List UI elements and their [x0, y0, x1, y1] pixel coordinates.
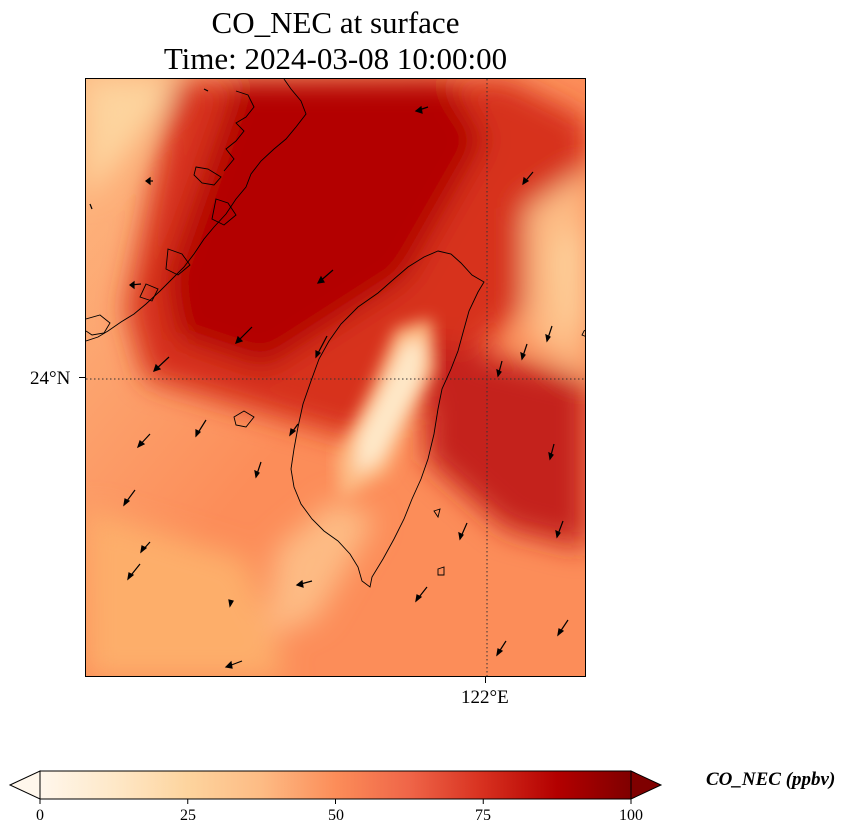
- lon-tick-label: 122°E: [461, 687, 509, 708]
- lat-tick-label: 24°N: [30, 368, 71, 389]
- co-plume-field: [86, 79, 585, 676]
- colorbar-tick-75: 75: [475, 807, 491, 824]
- colorbar: [8, 770, 663, 804]
- coastlines: [86, 79, 585, 588]
- map-panel: [85, 78, 586, 677]
- colorbar-tick-25: 25: [180, 807, 196, 824]
- colorbar-gradient: [39, 770, 632, 800]
- island-interior-low: [336, 319, 436, 499]
- taiwan-coastline: [290, 250, 485, 588]
- colorbar-tick-0: 0: [36, 807, 44, 824]
- colorbar-max-extend: [630, 770, 663, 800]
- colorbar-label: CO_NEC (ppbv): [706, 769, 836, 790]
- map-time-subtitle: Time: 2024-03-08 10:00:00: [163, 41, 508, 76]
- map-title: CO_NEC at surface: [211, 5, 460, 40]
- wind-vectors: [89, 88, 569, 669]
- lon-tick: [485, 677, 486, 683]
- colorbar-ticks: [39, 799, 632, 804]
- mainland-coastline: [86, 79, 307, 342]
- colorbar-tick-50: 50: [328, 807, 344, 824]
- colorbar-tick-100: 100: [619, 807, 643, 824]
- lat-tick: [79, 377, 85, 378]
- colorbar-min-extend: [8, 770, 41, 800]
- penghu-islands: [233, 410, 255, 428]
- concentration-field-map: [86, 79, 585, 676]
